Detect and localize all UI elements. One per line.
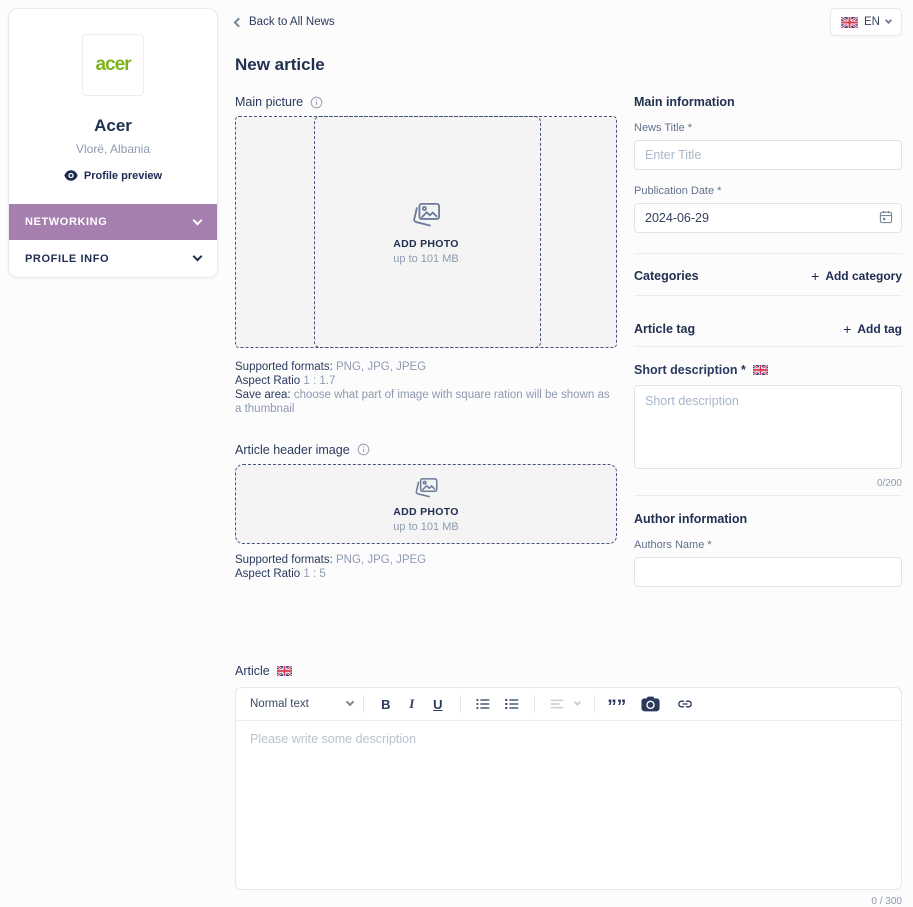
sidebar-item-profile-info[interactable]: PROFILE INFO [9,240,217,277]
main-content: Back to All News EN New article Main pic… [233,0,902,907]
news-title-input[interactable] [634,140,902,170]
add-photo-label: ADD PHOTO [393,238,459,250]
uk-flag-icon [752,364,770,376]
align-icon[interactable] [545,692,569,716]
photo-icon [409,199,443,231]
supported-formats-value: PNG, JPG, JPEG [336,553,427,566]
italic-button[interactable]: I [409,696,415,711]
photo-icon [412,475,440,501]
chevron-down-icon [192,215,203,225]
profile-info-label: PROFILE INFO [25,252,110,265]
language-code: EN [864,16,880,28]
main-information-title: Main information [634,95,735,109]
aspect-ratio-label: Aspect Ratio [235,568,301,581]
article-tag-label: Article tag [634,322,696,336]
profile-card: acer Acer Vlorë, Albania Profile preview… [8,8,218,278]
size-limit-label: up to 101 MB [393,520,459,533]
add-photo-label: ADD PHOTO [393,505,459,518]
authors-name-label: Authors Name * [634,539,712,551]
networking-label: NETWORKING [25,216,108,228]
supported-formats-label: Supported formats: [235,553,333,566]
language-selector[interactable]: EN [830,8,902,36]
author-information-title: Author information [634,512,748,526]
divider [634,295,902,296]
news-title-label: News Title * [634,122,693,134]
insert-image-icon[interactable] [639,692,663,716]
article-counter: 0 / 300 [871,896,902,907]
main-picture-upload-area[interactable]: ADD PHOTO up to 101 MB [235,116,617,348]
chevron-down-icon[interactable] [573,698,581,706]
plus-icon: + [843,321,852,337]
profile-preview-link[interactable]: Profile preview [64,170,162,182]
add-tag-label: Add tag [857,322,902,336]
article-label: Article [235,664,270,678]
plus-icon: + [811,268,820,284]
company-location: Vlorë, Albania [75,142,151,156]
authors-name-input[interactable] [634,557,902,587]
calendar-icon[interactable] [878,209,894,225]
divider [634,346,902,347]
short-description-counter: 0/200 [876,478,902,489]
company-name: Acer [94,116,132,135]
paragraph-style-select[interactable]: Normal text [250,697,355,710]
toolbar-separator [459,695,461,713]
eye-icon [64,170,78,181]
info-icon[interactable] [310,96,323,109]
numbered-list-icon[interactable] [500,692,524,716]
supported-formats-value: PNG, JPG, JPEG [336,361,427,373]
uk-flag-icon [841,16,859,28]
main-picture-label: Main picture [235,95,304,109]
header-image-upload-area[interactable]: ADD PHOTO up to 101 MB [235,463,617,544]
back-link-label: Back to All News [249,16,335,28]
publication-date-label: Publication Date * [634,185,722,197]
add-tag-button[interactable]: + Add tag [843,322,902,336]
rich-text-editor: Normal text B I U [235,687,902,890]
add-category-label: Add category [825,269,902,283]
page-title: New article [235,55,325,74]
aspect-ratio-label: Aspect Ratio [235,375,301,388]
acer-logo: acer [95,54,131,75]
short-description-textarea[interactable] [634,385,902,469]
save-area-label: Save area: [235,389,291,402]
toolbar-separator [593,695,595,713]
profile-preview-label: Profile preview [83,169,163,182]
sidebar-item-networking[interactable]: NETWORKING [9,204,217,240]
supported-formats-label: Supported formats: [235,361,333,373]
toolbar-separator [362,695,364,713]
bold-button[interactable]: B [381,696,391,712]
chevron-down-icon [192,251,203,262]
add-category-button[interactable]: + Add category [811,269,902,283]
editor-toolbar: Normal text B I U [236,688,901,721]
publication-date-input[interactable] [634,203,902,233]
company-logo: acer [82,34,144,96]
uk-flag-icon [276,665,294,677]
divider [634,253,902,254]
toolbar-separator [533,695,535,713]
article-body-placeholder: Please write some description [250,732,417,746]
bullet-list-icon[interactable] [471,692,495,716]
chevron-down-icon [345,697,355,707]
size-limit-label: up to 101 MB [393,253,459,265]
header-image-label: Article header image [235,442,350,457]
aspect-ratio-value: 1 : 5 [303,568,326,581]
chevron-left-icon [233,17,244,27]
categories-label: Categories [634,269,699,283]
aspect-ratio-value: 1 : 1.7 [303,375,336,388]
article-body-editor[interactable]: Please write some description [236,721,901,889]
blockquote-icon[interactable]: ”” [607,697,627,718]
divider [634,495,902,496]
save-area-box [314,116,541,348]
info-icon[interactable] [357,443,370,456]
underline-button[interactable]: U [433,696,443,712]
insert-link-icon[interactable] [673,692,697,716]
back-to-all-news-link[interactable]: Back to All News [233,16,335,28]
chevron-down-icon [884,16,893,24]
save-area-hint: choose what part of image with square ra… [235,389,610,415]
short-description-label: Short description * [634,363,746,377]
paragraph-style-value: Normal text [250,698,309,710]
